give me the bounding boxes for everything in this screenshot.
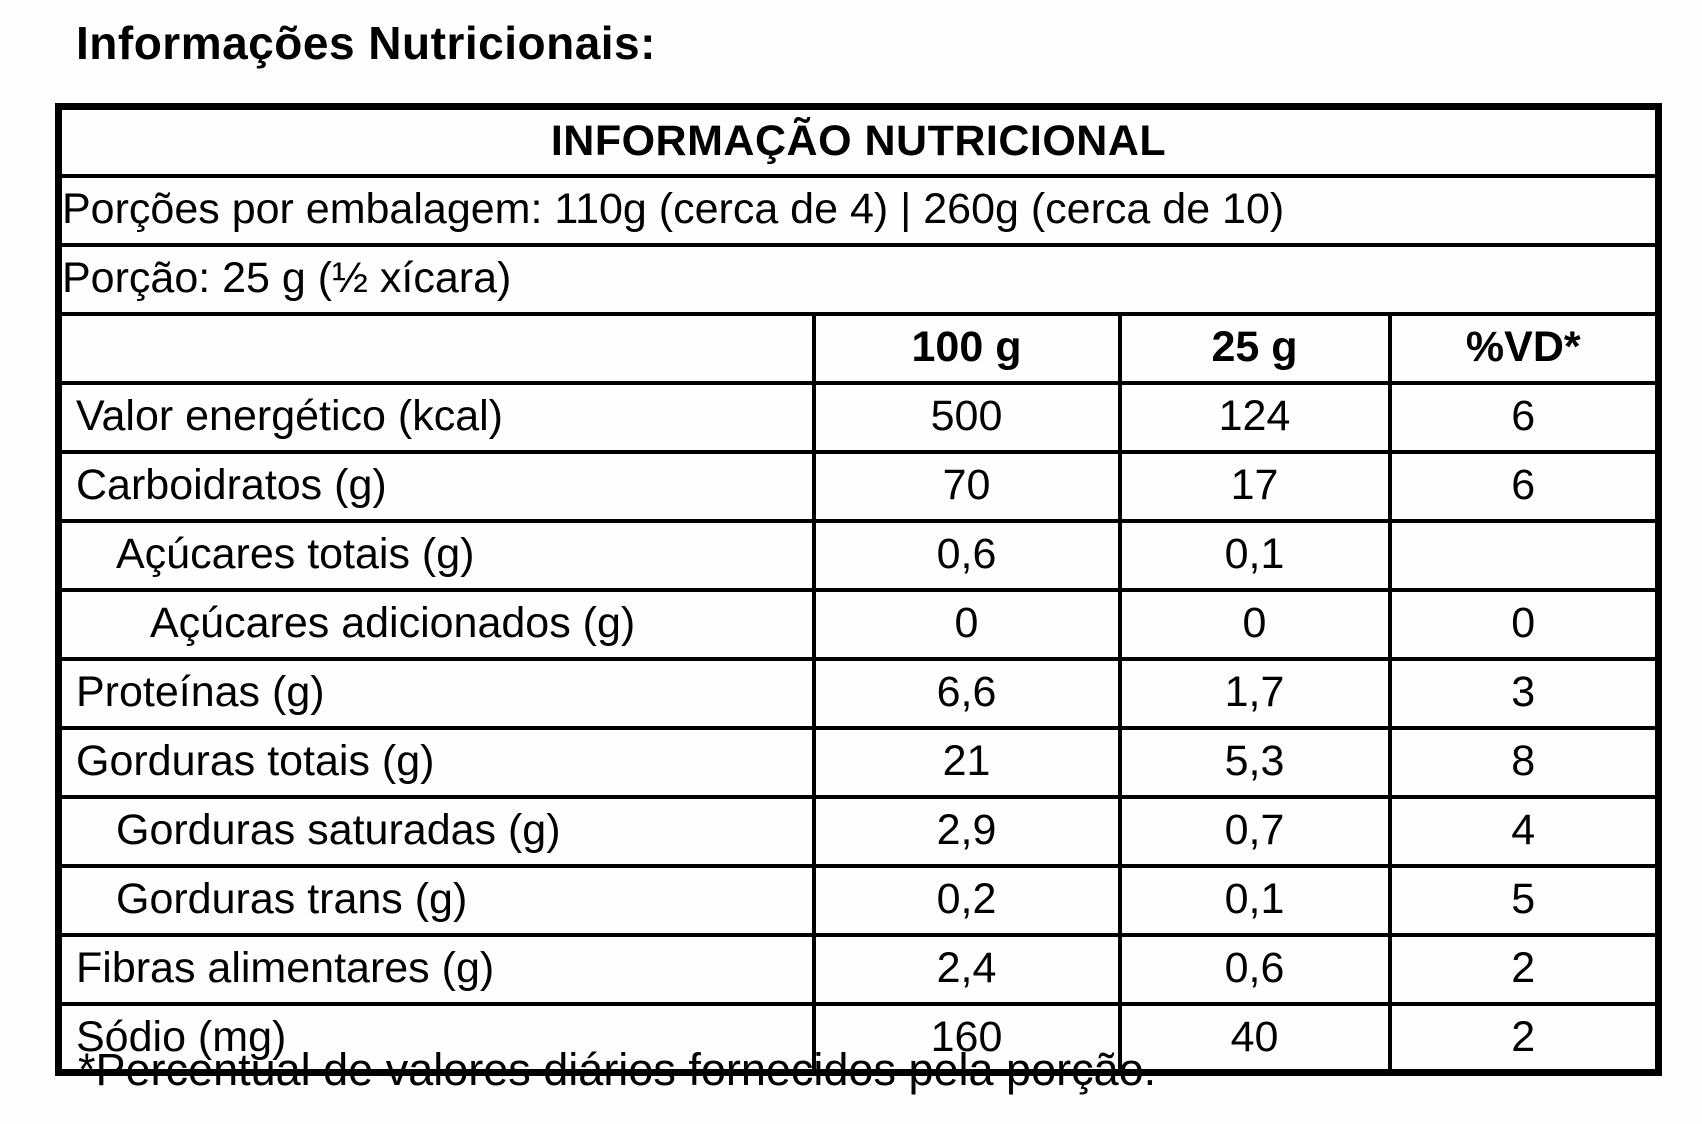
nutrient-label: Carboidratos (g) (56, 449, 816, 523)
value-vd: 6 (1387, 380, 1661, 454)
column-header-100g: 100 g (811, 311, 1122, 385)
table-row: Proteínas (g) 6,6 1,7 3 (56, 656, 1661, 730)
nutrient-label: Gorduras trans (g) (56, 863, 816, 937)
value-vd: 2 (1387, 1001, 1661, 1075)
value-100g: 0,6 (811, 518, 1122, 592)
table-row: Valor energético (kcal) 500 124 6 (56, 380, 1661, 454)
value-25g: 17 (1117, 449, 1392, 523)
servings-row: Porções por embalagem: 110g (cerca de 4)… (56, 173, 1661, 247)
table-title-row: INFORMAÇÃO NUTRICIONAL (56, 104, 1661, 178)
footnote: *Percentual de valores diários fornecido… (78, 1044, 1157, 1095)
column-header-row: 100 g 25 g %VD* (56, 311, 1661, 385)
value-25g: 0,6 (1117, 932, 1392, 1006)
table-row: Gorduras totais (g) 21 5,3 8 (56, 725, 1661, 799)
value-100g: 6,6 (811, 656, 1122, 730)
value-25g: 0,7 (1117, 794, 1392, 868)
value-25g: 124 (1117, 380, 1392, 454)
value-vd: 8 (1387, 725, 1661, 799)
table-row: Açúcares totais (g) 0,6 0,1 (56, 518, 1661, 592)
value-25g: 1,7 (1117, 656, 1392, 730)
nutrient-rows: Valor energético (kcal) 500 124 6 Carboi… (56, 380, 1661, 1075)
portion-size: Porção: 25 g (½ xícara) (56, 242, 1661, 316)
value-25g: 0 (1117, 587, 1392, 661)
table-row: Gorduras saturadas (g) 2,9 0,7 4 (56, 794, 1661, 868)
column-header-vd: %VD* (1387, 311, 1661, 385)
nutrient-label: Açúcares totais (g) (56, 518, 816, 592)
value-vd: 3 (1387, 656, 1661, 730)
corner-cell (56, 311, 816, 385)
table-row: Gorduras trans (g) 0,2 0,1 5 (56, 863, 1661, 937)
nutrient-label: Fibras alimentares (g) (56, 932, 816, 1006)
nutrient-label: Proteínas (g) (56, 656, 816, 730)
value-vd: 4 (1387, 794, 1661, 868)
value-25g: 0,1 (1117, 863, 1392, 937)
table-row: Açúcares adicionados (g) 0 0 0 (56, 587, 1661, 661)
nutrient-label: Açúcares adicionados (g) (56, 587, 816, 661)
value-25g: 5,3 (1117, 725, 1392, 799)
table-row: Sódio (mg) 160 40 2 (56, 1001, 1661, 1075)
nutrition-table: INFORMAÇÃO NUTRICIONAL Porções por embal… (55, 103, 1663, 1076)
value-vd: 6 (1387, 449, 1661, 523)
value-100g: 500 (811, 380, 1122, 454)
value-100g: 0,2 (811, 863, 1122, 937)
nutrient-label: Gorduras totais (g) (56, 725, 816, 799)
value-100g: 0 (811, 587, 1122, 661)
column-header-25g: 25 g (1117, 311, 1392, 385)
table-row: Carboidratos (g) 70 17 6 (56, 449, 1661, 523)
value-100g: 2,9 (811, 794, 1122, 868)
servings-per-package: Porções por embalagem: 110g (cerca de 4)… (56, 173, 1661, 247)
page-title: Informações Nutricionais: (76, 17, 656, 69)
value-100g: 70 (811, 449, 1122, 523)
value-25g: 40 (1117, 1001, 1392, 1075)
value-vd: 2 (1387, 932, 1661, 1006)
value-100g: 2,4 (811, 932, 1122, 1006)
nutrient-label: Sódio (mg) (56, 1001, 816, 1075)
table-title: INFORMAÇÃO NUTRICIONAL (56, 104, 1661, 178)
nutrient-label: Gorduras saturadas (g) (56, 794, 816, 868)
portion-row: Porção: 25 g (½ xícara) (56, 242, 1661, 316)
value-100g: 160 (811, 1001, 1122, 1075)
nutrient-label: Valor energético (kcal) (56, 380, 816, 454)
value-vd: 5 (1387, 863, 1661, 937)
value-vd (1387, 518, 1661, 592)
value-100g: 21 (811, 725, 1122, 799)
value-vd: 0 (1387, 587, 1661, 661)
value-25g: 0,1 (1117, 518, 1392, 592)
table-row: Fibras alimentares (g) 2,4 0,6 2 (56, 932, 1661, 1006)
